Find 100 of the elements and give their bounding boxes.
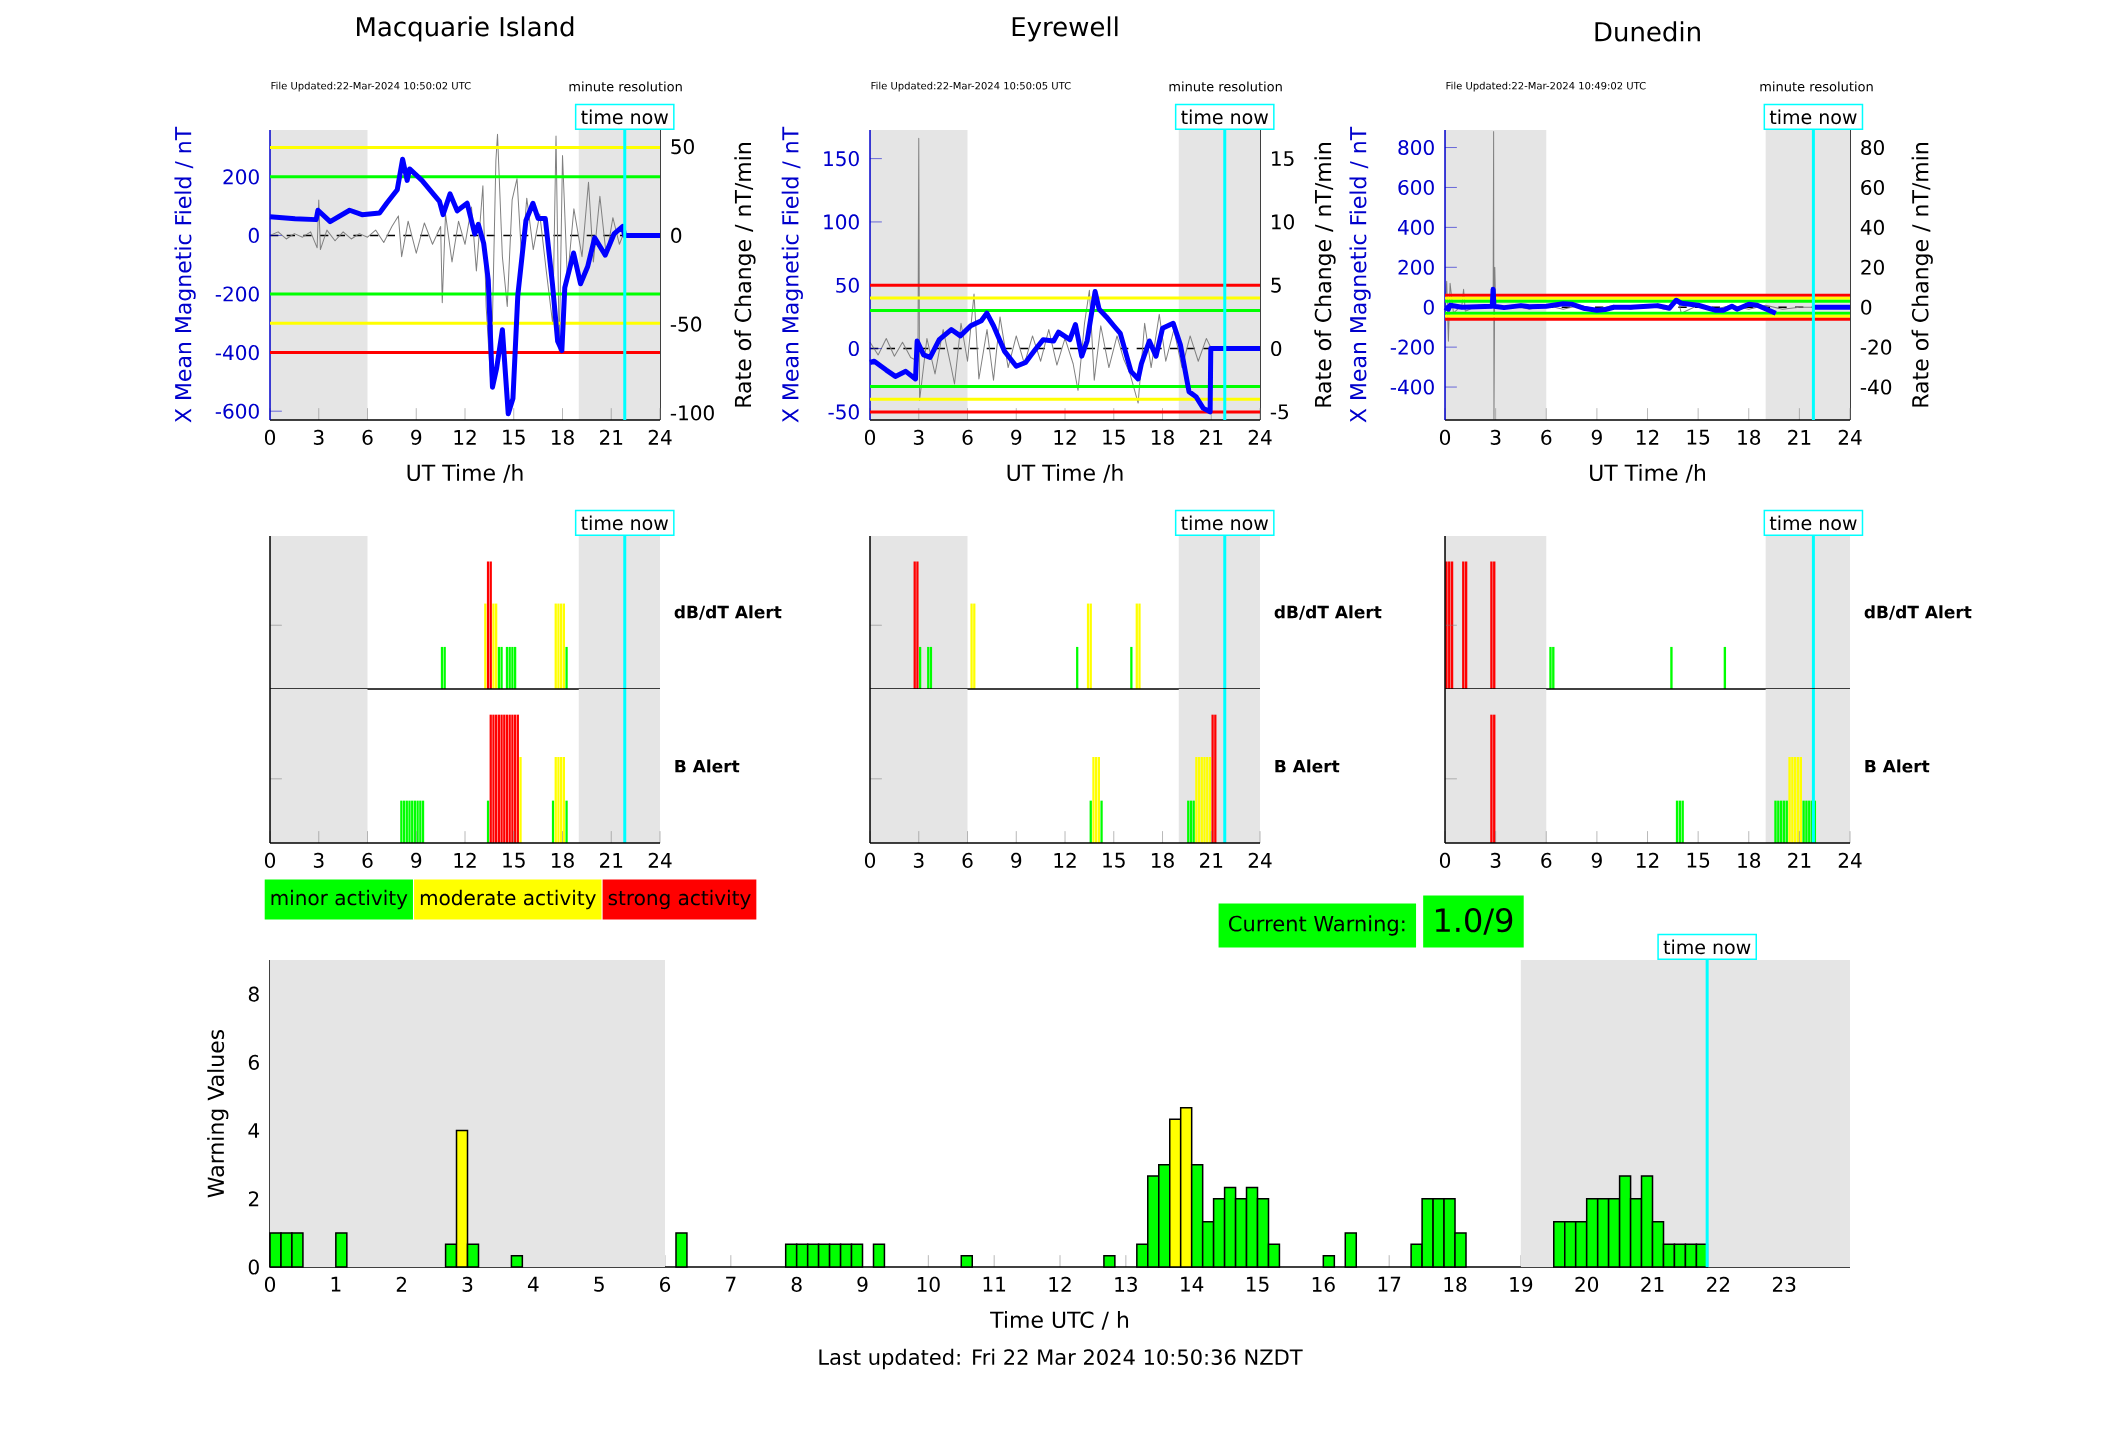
x-tick-label: 12 bbox=[454, 429, 476, 445]
y-tick-label: 2 bbox=[248, 1191, 259, 1207]
x-axis-title: UT Time /h bbox=[1590, 463, 1706, 483]
y2-tick-label: 10 bbox=[1272, 214, 1294, 230]
x-tick-label: 12 bbox=[1049, 1276, 1071, 1292]
x-axis-title: Time UTC / h bbox=[990, 1311, 1129, 1330]
x-tick-label: 9 bbox=[411, 852, 422, 868]
x-tick-label: 19 bbox=[1510, 1276, 1533, 1292]
x-tick-label: 21 bbox=[1788, 429, 1811, 445]
y2-tick-label: 0 bbox=[671, 227, 682, 243]
y-tick-label: -400 bbox=[1390, 379, 1434, 395]
text: dB/dT Alert bbox=[1864, 605, 1972, 620]
x-tick-label: 3 bbox=[313, 429, 324, 445]
x-tick-label: 4 bbox=[527, 1276, 539, 1292]
x-tick-label: 23 bbox=[1772, 1276, 1796, 1292]
x-tick-label: 8 bbox=[791, 1276, 802, 1292]
x-tick-label: 9 bbox=[1011, 852, 1022, 868]
x-tick-label: 18 bbox=[1151, 852, 1174, 868]
x-tick-label: 24 bbox=[648, 852, 672, 868]
x-tick-label: 0 bbox=[1439, 852, 1451, 868]
y-tick-label: 6 bbox=[248, 1054, 259, 1070]
text: strong activity bbox=[608, 889, 751, 910]
x-tick-label: 0 bbox=[264, 429, 276, 445]
x-tick-label: 6 bbox=[362, 429, 373, 445]
x-tick-label: 20 bbox=[1575, 1276, 1599, 1292]
y2-axis-title: Rate of Change / nT/min bbox=[1911, 143, 1933, 407]
y2-tick-label: -5 bbox=[1270, 404, 1289, 420]
x-tick-label: 15 bbox=[1687, 852, 1710, 868]
y2-tick-label: 20 bbox=[1861, 259, 1884, 275]
ref-line-label: time now bbox=[1769, 515, 1857, 531]
x-tick-label: 12 bbox=[1054, 429, 1076, 445]
x-tick-label: 0 bbox=[264, 1276, 276, 1292]
x-tick-label: 12 bbox=[454, 852, 476, 868]
text: Current Warning: bbox=[1229, 915, 1405, 936]
x-tick-label: 0 bbox=[264, 852, 276, 868]
y-tick-label: 0 bbox=[248, 227, 259, 243]
x-tick-label: 21 bbox=[600, 429, 623, 445]
x-tick-label: 9 bbox=[1011, 429, 1022, 445]
text: minute resolution bbox=[569, 81, 682, 92]
x-tick-label: 6 bbox=[362, 852, 373, 868]
x-tick-label: 3 bbox=[1490, 852, 1501, 868]
y-tick-label: 400 bbox=[1397, 219, 1434, 235]
text: dB/dT Alert bbox=[1274, 605, 1382, 620]
y-axis-title: Warning Values bbox=[207, 1029, 229, 1198]
x-tick-label: 9 bbox=[1591, 429, 1602, 445]
x-tick-label: 15 bbox=[1246, 1276, 1269, 1292]
x-tick-label: 21 bbox=[1200, 852, 1223, 868]
y-tick-label: -200 bbox=[1390, 339, 1434, 355]
x-tick-label: 24 bbox=[648, 429, 672, 445]
x-axis-title: UT Time /h bbox=[1007, 463, 1123, 483]
x-tick-label: 12 bbox=[1636, 429, 1659, 445]
x-tick-label: 9 bbox=[1591, 852, 1602, 868]
x-tick-label: 18 bbox=[1738, 852, 1761, 868]
x-tick-label: 6 bbox=[962, 852, 973, 868]
y-axis-title: X Mean Magnetic Field / nT bbox=[1349, 126, 1371, 423]
y-tick-label: 200 bbox=[1398, 259, 1434, 275]
text: B Alert bbox=[1275, 759, 1340, 773]
text: minute resolution bbox=[1169, 81, 1282, 92]
x-tick-label: 2 bbox=[396, 1276, 407, 1292]
x-tick-label: 18 bbox=[1738, 429, 1761, 445]
x-tick-label: 18 bbox=[551, 852, 574, 868]
y-tick-label: 0 bbox=[248, 1259, 259, 1275]
x-tick-label: 12 bbox=[1636, 852, 1659, 868]
y-axis-title: X Mean Magnetic Field / nT bbox=[781, 126, 803, 423]
x-tick-label: 3 bbox=[313, 852, 324, 868]
x-tick-label: 22 bbox=[1707, 1276, 1730, 1292]
y2-tick-label: 80 bbox=[1861, 139, 1884, 156]
x-tick-label: 24 bbox=[1248, 429, 1272, 445]
x-tick-label: 18 bbox=[1151, 429, 1174, 445]
y2-tick-label: 5 bbox=[1271, 277, 1281, 293]
chart-title: Dunedin bbox=[1595, 21, 1700, 42]
y2-tick-label: -50 bbox=[670, 316, 702, 332]
x-tick-label: 3 bbox=[462, 1276, 473, 1292]
x-tick-label: 6 bbox=[1541, 429, 1552, 445]
chart-title: Macquarie Island bbox=[357, 16, 574, 42]
x-tick-label: 11 bbox=[983, 1276, 1006, 1292]
y2-tick-label: -100 bbox=[670, 405, 714, 421]
x-axis-title: UT Time /h bbox=[407, 463, 523, 483]
ref-line-label: time now bbox=[1663, 939, 1751, 955]
y-tick-label: 800 bbox=[1398, 139, 1434, 156]
x-tick-label: 21 bbox=[600, 852, 623, 868]
x-tick-label: 24 bbox=[1838, 429, 1862, 445]
text: B Alert bbox=[1865, 759, 1930, 773]
y-tick-label: -200 bbox=[215, 286, 259, 302]
x-tick-label: 15 bbox=[1103, 852, 1125, 868]
x-tick-label: 24 bbox=[1838, 852, 1862, 868]
x-tick-label: 0 bbox=[1439, 429, 1451, 445]
ref-line-label: time now bbox=[581, 515, 668, 531]
text: File Updated:22-Mar-2024 10:50:02 UTC bbox=[271, 81, 471, 92]
x-tick-label: 6 bbox=[1541, 852, 1552, 868]
y-tick-label: 50 bbox=[836, 277, 859, 293]
x-tick-label: 9 bbox=[857, 1276, 868, 1292]
y-tick-label: -50 bbox=[828, 404, 859, 420]
x-tick-label: 6 bbox=[660, 1276, 671, 1292]
y-tick-label: 0 bbox=[848, 340, 859, 357]
text: 1.0/9 bbox=[1435, 908, 1513, 935]
text: Last updated: Fri 22 Mar 2024 10:50:36 NZDT bbox=[819, 1348, 1303, 1370]
x-tick-label: 3 bbox=[913, 852, 924, 868]
x-tick-label: 13 bbox=[1115, 1276, 1137, 1292]
x-tick-label: 14 bbox=[1181, 1276, 1204, 1292]
